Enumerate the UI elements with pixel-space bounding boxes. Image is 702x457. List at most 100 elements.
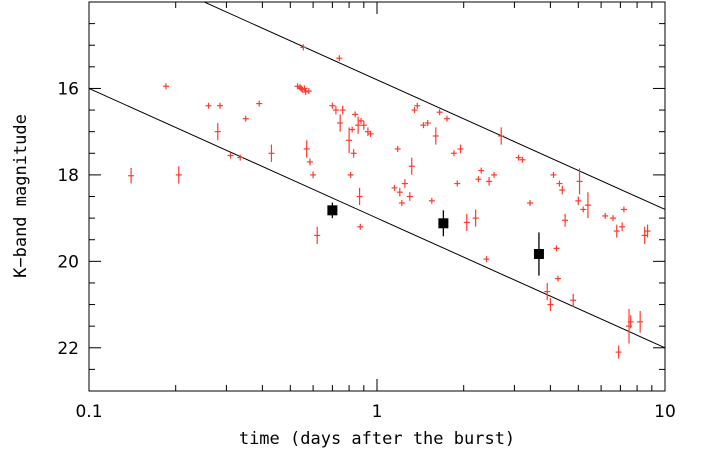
series-1-point-65 — [491, 171, 498, 178]
series-1-point-80 — [576, 168, 583, 195]
series-1-point-9 — [242, 115, 249, 122]
series-1-point-54 — [436, 109, 443, 116]
x-tick-label: 0.1 — [75, 402, 102, 422]
series-1-point-90 — [627, 315, 634, 329]
series-1-point-66 — [498, 127, 505, 145]
series-2-point-2 — [438, 210, 449, 237]
series-1-point-31 — [349, 126, 356, 133]
tick-labels: 0.1 1 10 16 18 20 22 — [57, 79, 675, 422]
y-tick-label: 20 — [57, 252, 79, 272]
y-tick-label: 22 — [57, 339, 79, 359]
series-1-point-59 — [463, 213, 470, 232]
series-1-point-36 — [357, 223, 364, 230]
series-1-point-49 — [414, 102, 421, 109]
y-tick-label: 16 — [57, 79, 79, 99]
series-1-point-72 — [550, 171, 557, 178]
series-1-point-82 — [584, 192, 591, 219]
series-1-point-44 — [398, 199, 405, 206]
trend-lines — [89, 2, 665, 349]
data-points — [128, 44, 651, 359]
trend-line-2 — [89, 87, 665, 349]
square-marker — [533, 248, 544, 259]
series-1-point-17 — [301, 85, 308, 92]
series-1-point-29 — [346, 127, 353, 154]
series-1-point-1 — [128, 167, 135, 184]
series-1-point-10 — [256, 100, 263, 107]
series-1-point-77 — [562, 213, 569, 227]
series-1-point-83 — [602, 212, 609, 219]
series-1-point-64 — [486, 177, 493, 186]
series-1-point-87 — [619, 222, 626, 232]
square-marker — [438, 218, 449, 229]
series-1-point-19 — [303, 140, 310, 158]
series-1-point-50 — [420, 122, 427, 129]
series-1-point-70 — [544, 282, 551, 301]
series-1-point-86 — [615, 345, 622, 359]
series-1-point-84 — [610, 215, 617, 222]
series-1-point-33 — [352, 111, 359, 118]
series-1-point-46 — [406, 192, 413, 201]
series-1-point-47 — [408, 157, 415, 175]
series-1-point-2 — [162, 83, 169, 90]
series-1-point-32 — [350, 148, 357, 158]
series-1-point-68 — [519, 156, 526, 163]
series-1-point-92 — [641, 226, 648, 245]
axis-ticks — [88, 1, 666, 392]
series-1-point-45 — [401, 179, 408, 188]
series-1-point-81 — [580, 206, 587, 213]
series-1-point-53 — [432, 127, 439, 145]
series-1-point-27 — [337, 114, 344, 132]
series-1-point-69 — [527, 199, 534, 206]
series-1-point-8 — [237, 154, 244, 161]
series-2-point-3 — [533, 232, 544, 276]
series-1-point-74 — [554, 275, 561, 282]
series-1-point-56 — [450, 150, 457, 157]
series-1-point-37 — [358, 117, 365, 124]
series-1-point-7 — [227, 152, 234, 159]
series-1-point-88 — [620, 206, 627, 213]
series-1-point-5 — [214, 123, 221, 141]
series-1-point-78 — [570, 293, 577, 307]
series-1-point-4 — [205, 102, 212, 109]
series-1-point-71 — [547, 298, 554, 312]
series-1-point-40 — [367, 130, 374, 137]
series-1-point-6 — [216, 102, 223, 109]
series-1-point-22 — [310, 171, 317, 179]
series-1-point-43 — [396, 187, 403, 197]
series-1-point-60 — [472, 209, 479, 227]
x-axis-label: time (days after the burst) — [239, 429, 515, 449]
x-tick-label: 10 — [654, 402, 676, 422]
series-1-point-75 — [556, 180, 563, 187]
trend-line-1 — [202, 2, 665, 210]
series-1-point-42 — [394, 145, 401, 152]
series-1-point-39 — [364, 127, 371, 136]
series-1-point-76 — [559, 185, 566, 195]
series-1-point-91 — [637, 311, 644, 333]
series-1-point-35 — [356, 187, 363, 206]
series-1-point-67 — [515, 154, 522, 161]
series-1-point-34 — [355, 116, 362, 134]
series-1-point-73 — [553, 245, 560, 252]
series-1-point-51 — [424, 120, 431, 127]
series-1-point-57 — [454, 180, 461, 187]
series-2-point-1 — [327, 202, 338, 219]
series-1-point-16 — [300, 44, 307, 51]
series-1-point-55 — [443, 115, 450, 122]
series-1-point-28 — [339, 105, 346, 115]
series-1-point-93 — [644, 224, 651, 238]
series-1-point-48 — [411, 107, 418, 114]
series-1-point-24 — [329, 102, 336, 109]
series-1-point-25 — [332, 105, 339, 115]
series-1-point-18 — [302, 88, 309, 95]
series-1-point-63 — [483, 256, 490, 263]
y-tick-label: 18 — [57, 166, 79, 186]
series-1-point-79 — [575, 196, 582, 206]
y-axis-label: K−band magnitude — [11, 114, 31, 278]
series-1-point-38 — [360, 120, 367, 130]
series-1-point-41 — [391, 184, 398, 191]
series-1-point-62 — [478, 167, 485, 174]
series-1-point-26 — [336, 55, 343, 62]
x-tick-label: 1 — [372, 402, 383, 422]
series-1-point-21 — [306, 158, 313, 166]
